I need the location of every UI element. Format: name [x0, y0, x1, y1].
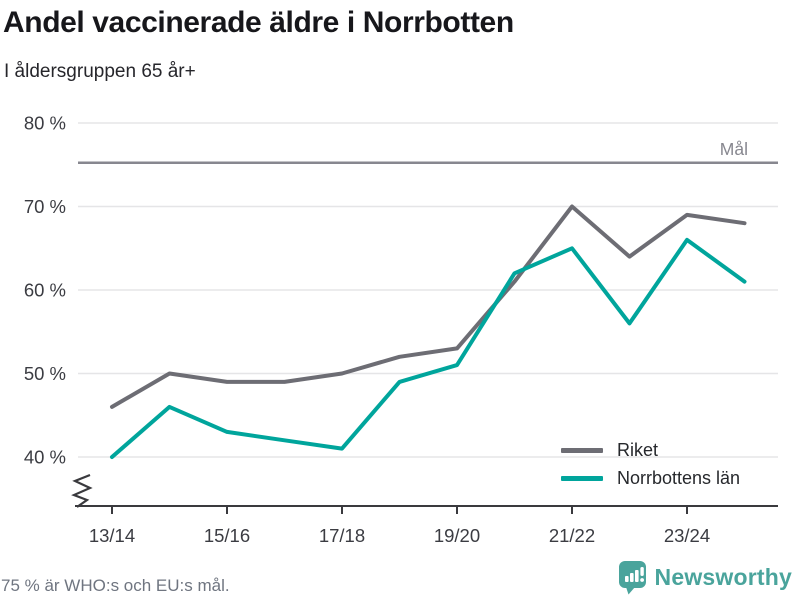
series-line-norrbotten — [110, 237, 747, 459]
x-axis-tick-label: 23/24 — [664, 525, 710, 546]
x-axis-tick-label: 17/18 — [319, 525, 365, 546]
y-axis-tick-label: 50 % — [24, 363, 66, 384]
y-axis-tick-label: 60 % — [24, 280, 66, 301]
goal-label: Mål — [720, 139, 748, 159]
page-title: Andel vaccinerade äldre i Norrbotten — [3, 6, 514, 39]
legend-label-riket: Riket — [617, 440, 659, 460]
x-axis-tick-label: 13/14 — [89, 525, 135, 546]
newsworthy-logo-icon — [618, 561, 646, 595]
y-axis-tick-label: 70 % — [24, 196, 66, 217]
legend: Riket Norrbottens län — [561, 440, 740, 489]
x-axis-tick-label: 15/16 — [204, 525, 250, 546]
legend-swatch-riket — [561, 448, 603, 453]
y-axis-tick-label: 40 % — [24, 447, 66, 468]
newsworthy-logo: Newsworthy — [618, 560, 792, 595]
newsworthy-logo-text: Newsworthy — [654, 564, 792, 590]
y-axis-tick-label: 80 % — [24, 113, 66, 134]
legend-item-riket: Riket — [561, 440, 740, 461]
legend-label-norrbotten: Norrbottens län — [617, 468, 741, 488]
chart-subtitle: I åldersgruppen 65 år+ — [4, 61, 196, 82]
legend-swatch-norrbotten — [561, 476, 603, 481]
footer-note: 75 % är WHO:s och EU:s mål. — [1, 576, 230, 595]
series-line-riket — [110, 204, 747, 409]
legend-item-norrbotten: Norrbottens län — [561, 468, 740, 489]
x-axis-tick-label: 19/20 — [434, 525, 480, 546]
x-axis-tick-label: 21/22 — [549, 525, 595, 546]
axis-break-icon — [71, 473, 93, 508]
